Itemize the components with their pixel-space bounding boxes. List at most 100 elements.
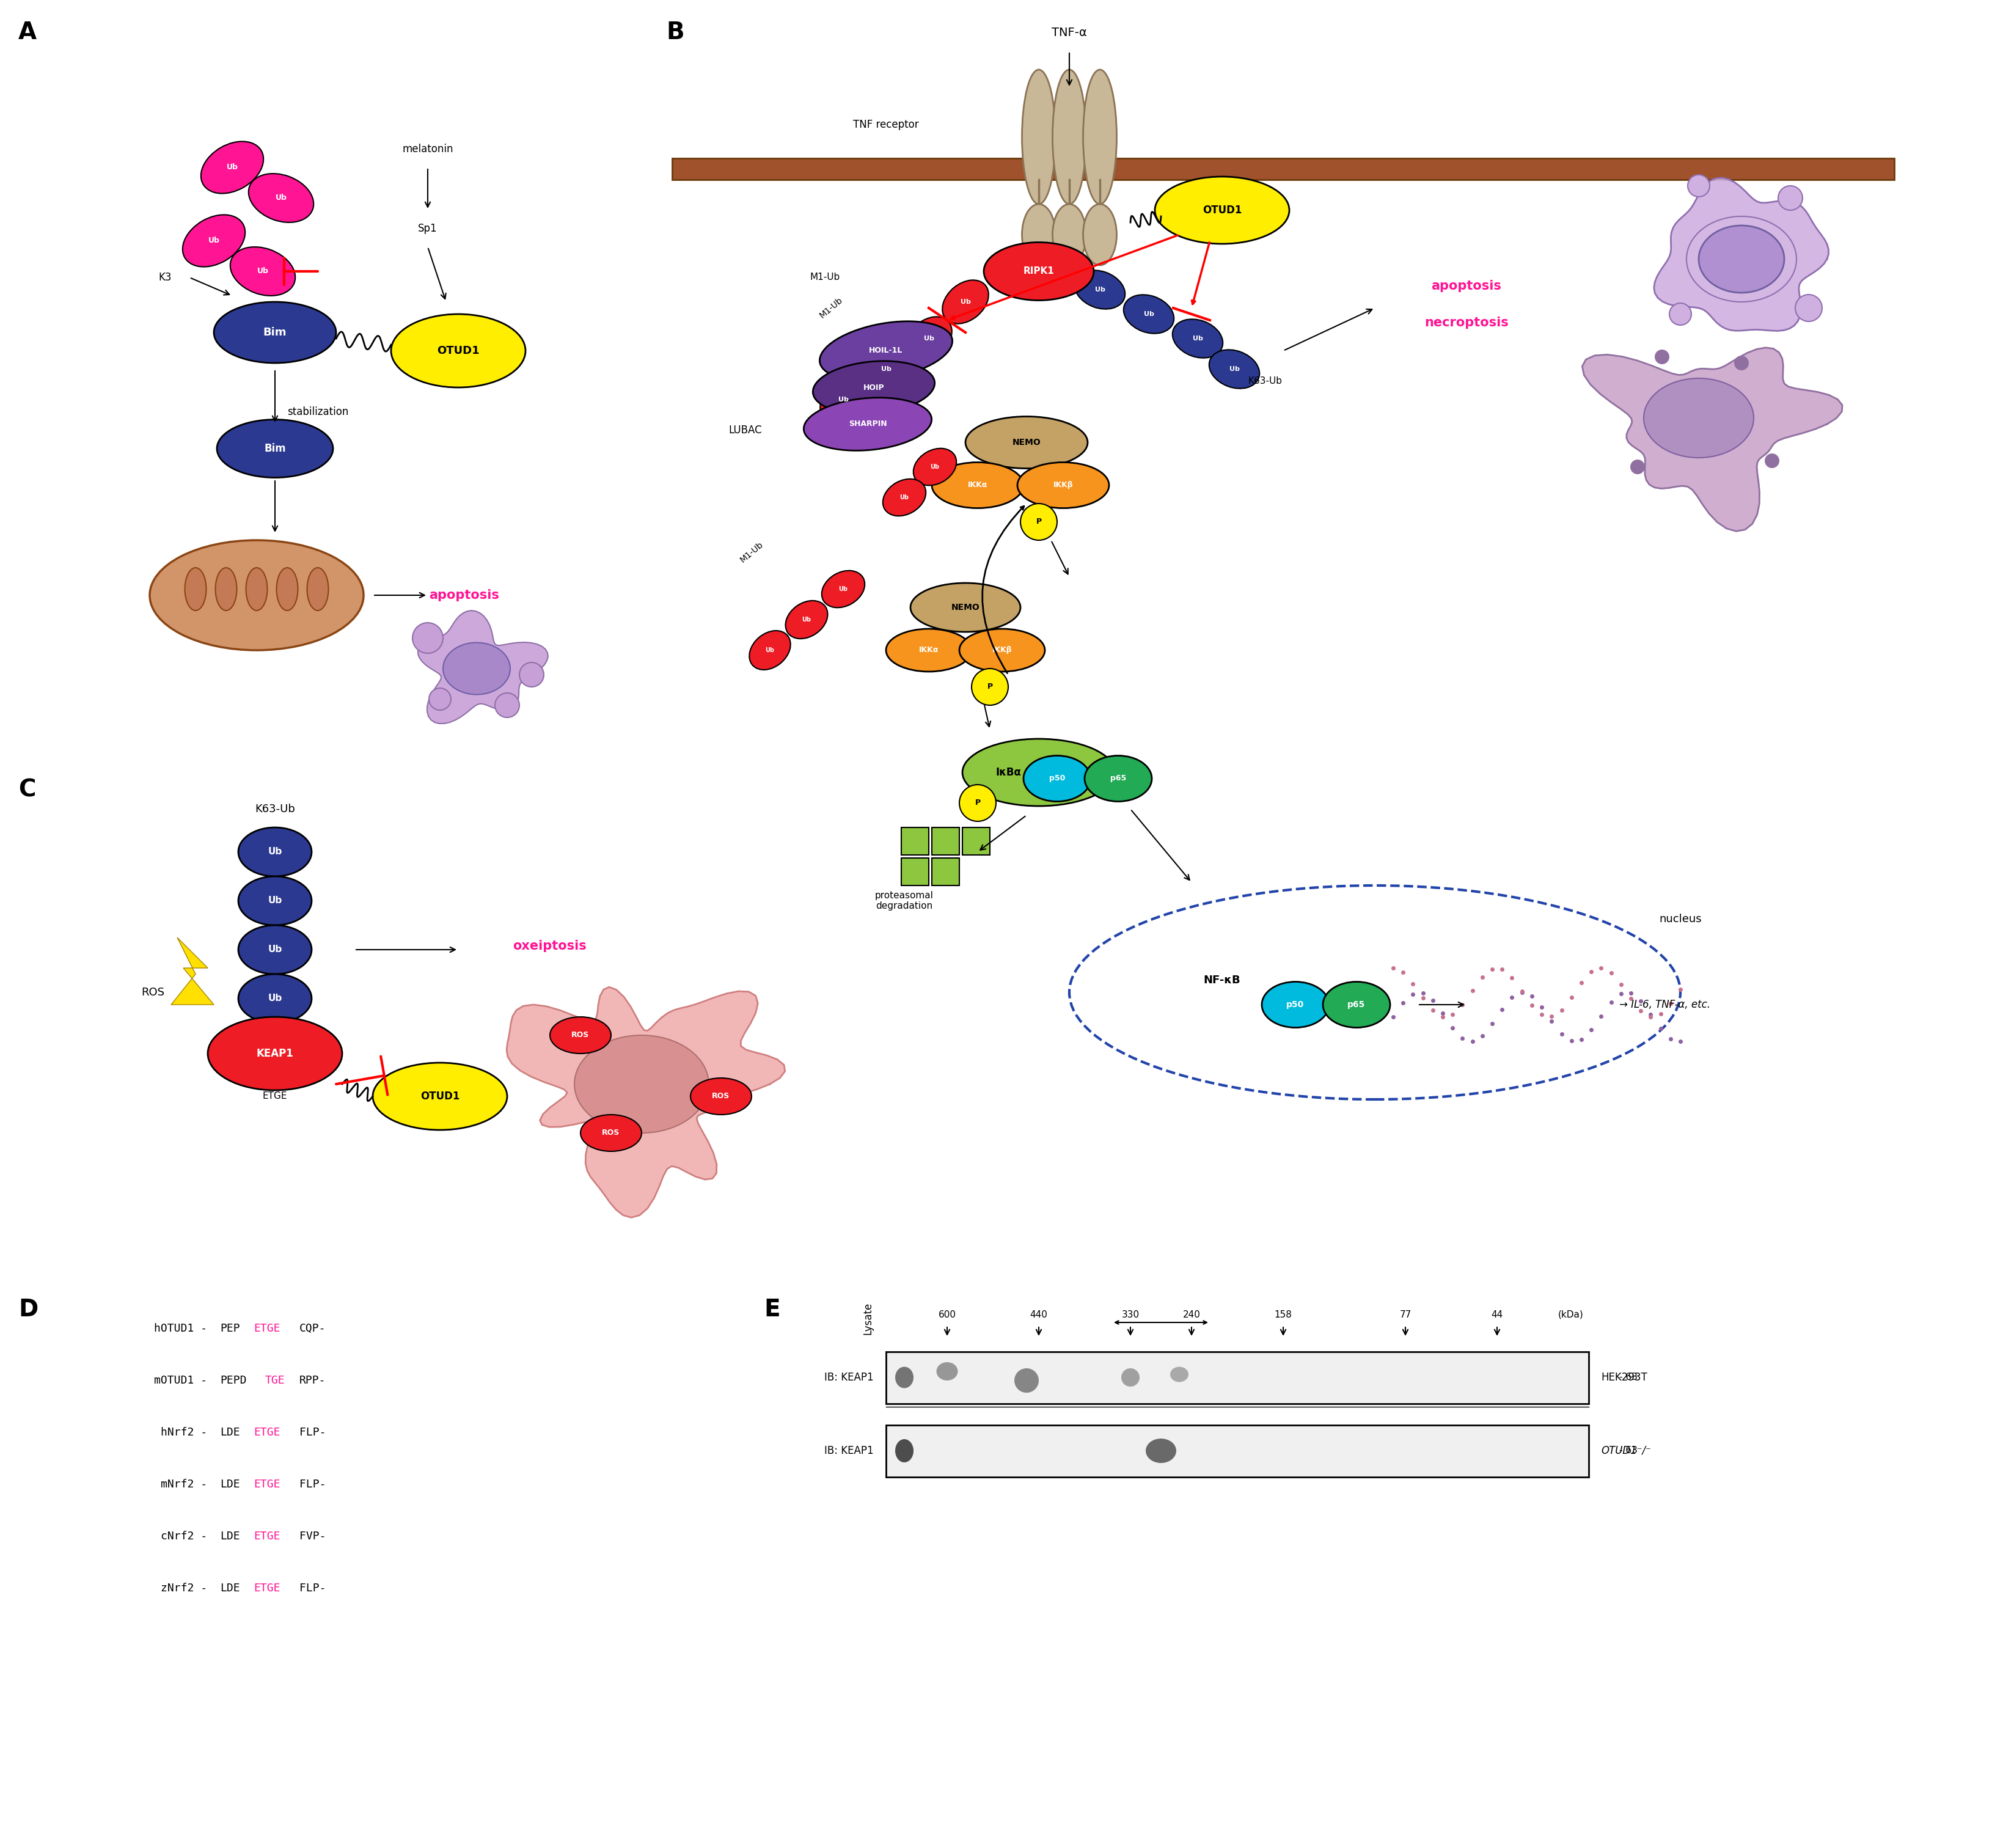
Text: K63-Ub: K63-Ub (1247, 377, 1283, 386)
Ellipse shape (307, 567, 329, 610)
Bar (932, 828, 960, 856)
Text: Ub: Ub (257, 268, 269, 275)
Bar (900, 828, 928, 856)
Ellipse shape (239, 828, 311, 876)
Ellipse shape (960, 628, 1046, 671)
Text: Ub: Ub (207, 237, 219, 244)
Circle shape (1735, 355, 1749, 370)
Circle shape (1795, 294, 1823, 322)
Text: Ub: Ub (960, 299, 970, 305)
Text: HOIP: HOIP (863, 384, 884, 392)
Text: Ub: Ub (930, 464, 940, 469)
Text: Ub: Ub (803, 617, 811, 623)
Text: Ub: Ub (1193, 336, 1203, 342)
Text: Bim: Bim (265, 444, 287, 455)
Ellipse shape (749, 630, 791, 669)
Text: Ub: Ub (267, 994, 283, 1003)
Ellipse shape (1084, 203, 1118, 266)
Ellipse shape (942, 281, 988, 323)
Text: ROS: ROS (572, 1031, 590, 1039)
Ellipse shape (1699, 225, 1785, 292)
Text: M1-Ub: M1-Ub (739, 540, 765, 564)
Text: ETGE: ETGE (253, 1427, 281, 1438)
Ellipse shape (580, 1114, 641, 1151)
Text: NEMO: NEMO (950, 602, 980, 612)
Ellipse shape (373, 1063, 508, 1129)
Text: SHARPIN: SHARPIN (849, 419, 886, 429)
Text: cNrf2 -: cNrf2 - (161, 1530, 213, 1541)
Text: hOTUD1 -: hOTUD1 - (153, 1323, 213, 1334)
Ellipse shape (217, 419, 333, 477)
Text: IKKβ: IKKβ (992, 647, 1012, 654)
Text: P: P (974, 798, 980, 808)
Text: Ub: Ub (839, 397, 849, 403)
Text: Ub: Ub (267, 846, 283, 856)
Text: ETGE: ETGE (253, 1478, 281, 1489)
Ellipse shape (1070, 885, 1681, 1100)
Text: nucleus: nucleus (1659, 913, 1701, 924)
Ellipse shape (1173, 320, 1223, 359)
Text: ROS: ROS (602, 1129, 620, 1137)
Ellipse shape (239, 974, 311, 1024)
Polygon shape (171, 937, 213, 1005)
Text: Ub: Ub (900, 495, 908, 501)
Circle shape (428, 687, 450, 710)
Ellipse shape (821, 377, 867, 421)
Text: mOTUD1 -: mOTUD1 - (153, 1375, 213, 1386)
Text: p65: p65 (1347, 1000, 1365, 1009)
Text: LDE: LDE (219, 1530, 239, 1541)
Ellipse shape (213, 301, 337, 362)
Ellipse shape (1018, 462, 1110, 508)
Text: RIPK1: RIPK1 (1024, 266, 1054, 275)
Text: ROS: ROS (711, 1092, 729, 1100)
Ellipse shape (1084, 70, 1118, 203)
Text: Ub: Ub (765, 647, 775, 654)
Circle shape (1629, 460, 1645, 475)
Ellipse shape (821, 571, 865, 608)
Ellipse shape (813, 360, 934, 414)
Text: → IL-6, TNF-α, etc.: → IL-6, TNF-α, etc. (1619, 1000, 1711, 1011)
Ellipse shape (962, 739, 1116, 806)
Text: - 63: - 63 (1619, 1373, 1637, 1382)
Ellipse shape (819, 322, 952, 381)
Ellipse shape (1123, 294, 1173, 333)
Ellipse shape (1022, 203, 1056, 266)
Text: ETGE: ETGE (253, 1323, 281, 1334)
Circle shape (412, 623, 442, 654)
Circle shape (1669, 303, 1691, 325)
Ellipse shape (183, 214, 245, 266)
Text: 44: 44 (1492, 1310, 1502, 1319)
Text: 158: 158 (1275, 1310, 1293, 1319)
Text: KEAP1: KEAP1 (257, 1048, 293, 1059)
Text: melatonin: melatonin (402, 144, 454, 155)
Text: LDE: LDE (219, 1478, 239, 1489)
Ellipse shape (1022, 70, 1056, 203)
Text: FVP-: FVP- (299, 1530, 325, 1541)
Ellipse shape (894, 1368, 914, 1388)
Text: 77: 77 (1400, 1310, 1410, 1319)
Ellipse shape (149, 540, 365, 650)
Text: Sp1: Sp1 (418, 224, 438, 235)
Text: p50: p50 (1050, 774, 1066, 782)
Text: OTUD1: OTUD1 (436, 346, 480, 357)
Text: IKKα: IKKα (918, 647, 938, 654)
Ellipse shape (966, 416, 1088, 468)
Text: K63-Ub: K63-Ub (255, 804, 295, 815)
Text: Ub: Ub (267, 944, 283, 954)
Text: Ub: Ub (1096, 286, 1106, 292)
Text: LDE: LDE (219, 1427, 239, 1438)
Text: LUBAC: LUBAC (729, 425, 763, 436)
Text: IB: KEAP1: IB: KEAP1 (825, 1371, 874, 1382)
Ellipse shape (239, 876, 311, 926)
Text: p65: p65 (1110, 774, 1125, 782)
Text: IB: KEAP1: IB: KEAP1 (825, 1445, 874, 1456)
Text: proteasomal
degradation: proteasomal degradation (874, 891, 934, 911)
Text: E: E (763, 1297, 781, 1321)
Ellipse shape (207, 1016, 343, 1090)
Ellipse shape (894, 1440, 914, 1462)
Bar (671, 159, 1894, 179)
Ellipse shape (691, 1077, 751, 1114)
Text: 440: 440 (1030, 1310, 1048, 1319)
Ellipse shape (914, 449, 956, 486)
Text: Ub: Ub (267, 896, 283, 906)
